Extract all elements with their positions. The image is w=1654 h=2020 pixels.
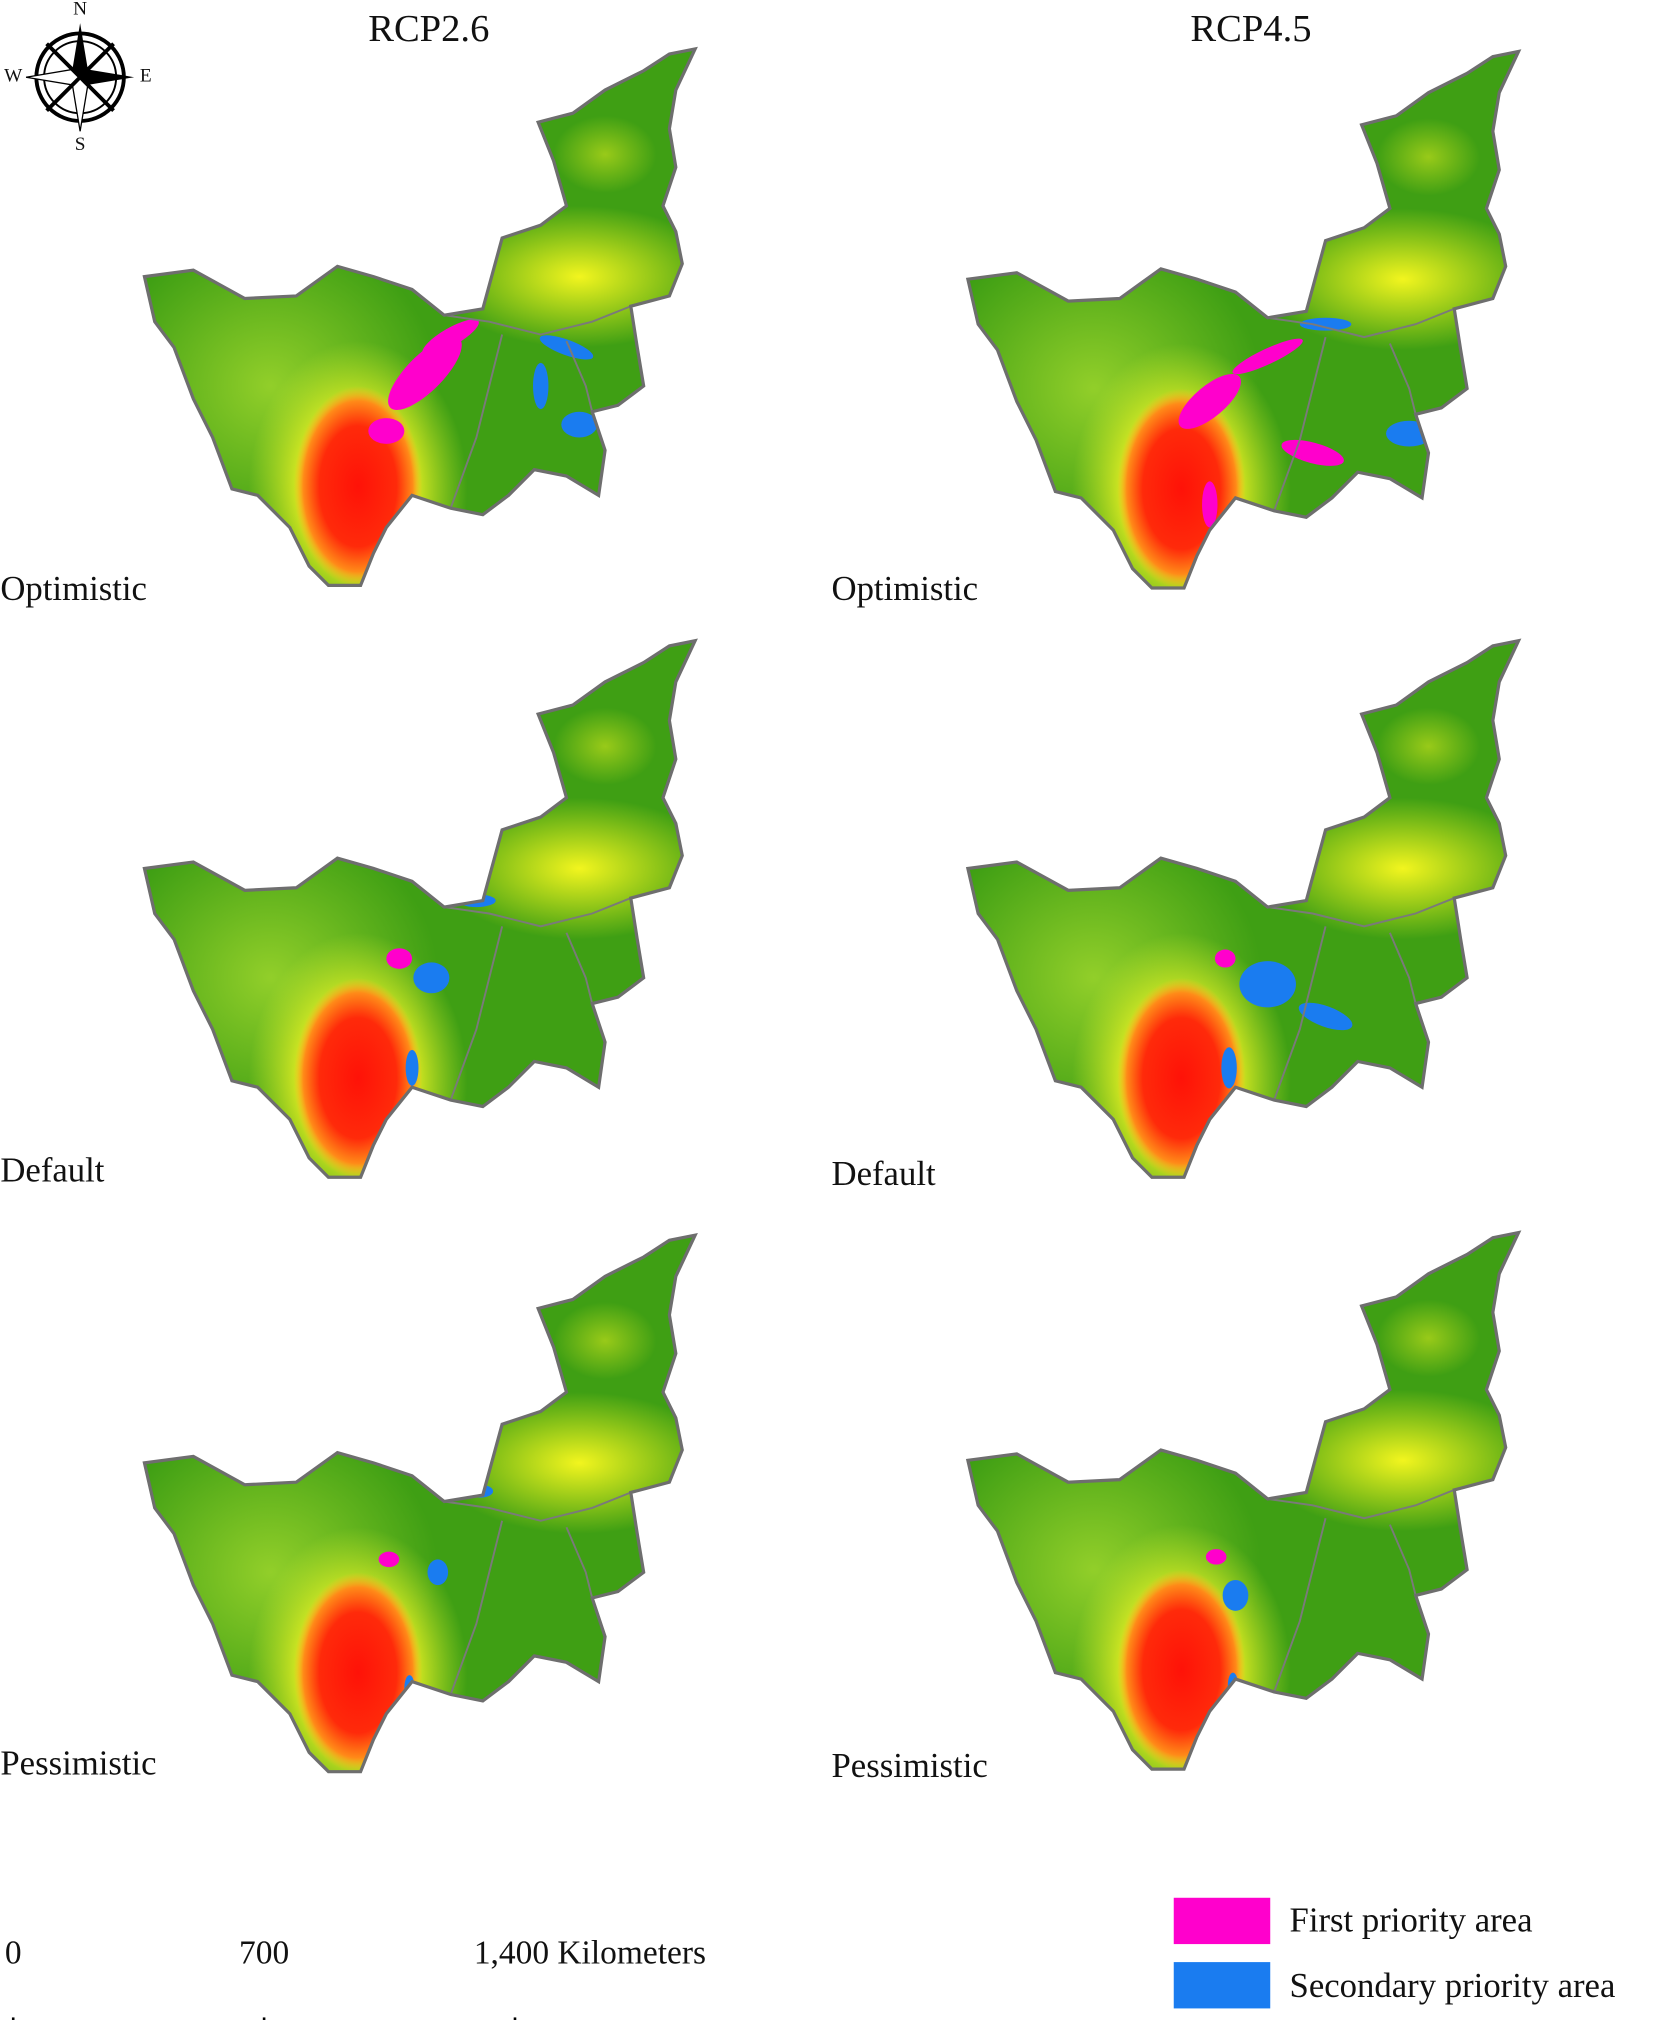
scenario-label: Optimistic bbox=[832, 569, 979, 608]
scenario-label: Optimistic bbox=[0, 569, 147, 608]
gradient bbox=[1377, 707, 1480, 785]
priority-patch bbox=[1222, 1579, 1249, 1611]
map-panel bbox=[966, 639, 1521, 1179]
priority-patch bbox=[413, 962, 450, 994]
scenario-label: Pessimistic bbox=[832, 1746, 988, 1785]
priority-patch bbox=[378, 1551, 400, 1568]
priority-patch bbox=[1214, 949, 1236, 968]
province-boundary bbox=[1267, 1489, 1455, 1520]
priority-patch bbox=[427, 1559, 449, 1586]
province-boundary bbox=[565, 932, 594, 1004]
priority-patch bbox=[388, 336, 462, 410]
compass-north: N bbox=[73, 0, 87, 20]
province-boundary bbox=[444, 305, 632, 336]
priority-patch bbox=[1205, 1549, 1227, 1565]
province-boundary bbox=[565, 340, 594, 412]
priority-patch bbox=[1178, 373, 1241, 429]
gradient bbox=[293, 385, 423, 586]
gradient bbox=[1377, 118, 1480, 196]
gradient bbox=[553, 707, 657, 785]
priority-patch bbox=[386, 948, 413, 969]
priority-patch bbox=[539, 335, 594, 360]
province-boundary bbox=[1273, 1517, 1327, 1693]
priority-patch bbox=[368, 418, 405, 444]
compass-south: S bbox=[75, 134, 86, 155]
province-boundary bbox=[1273, 336, 1327, 512]
column-header: RCP2.6 bbox=[368, 8, 489, 50]
priority-patch bbox=[1299, 317, 1352, 331]
province-boundary bbox=[1389, 932, 1417, 1004]
province-boundary bbox=[449, 1520, 504, 1695]
compass-west: W bbox=[4, 66, 23, 87]
map-panel bbox=[966, 1230, 1521, 1771]
scale-label: 700 bbox=[239, 1934, 289, 1971]
priority-patch bbox=[1239, 961, 1296, 1008]
gradient bbox=[293, 977, 423, 1178]
priority-patch bbox=[405, 1049, 419, 1086]
province-boundary bbox=[1267, 897, 1455, 928]
legend-swatch bbox=[1173, 1897, 1271, 1945]
scenario-label: Default bbox=[0, 1150, 104, 1189]
gradient bbox=[553, 1302, 657, 1380]
priority-patch bbox=[561, 411, 598, 438]
province-boundary bbox=[444, 1491, 632, 1522]
gradient bbox=[1377, 1299, 1480, 1377]
scale-label: 1,400 Kilometers bbox=[474, 1934, 706, 1971]
province-boundary bbox=[1273, 926, 1327, 1101]
compass bbox=[25, 23, 135, 132]
province-boundary bbox=[449, 926, 504, 1101]
priority-patch bbox=[1202, 481, 1218, 528]
map-panel bbox=[142, 639, 697, 1179]
scenario-label: Default bbox=[832, 1154, 936, 1193]
compass-east: E bbox=[140, 66, 152, 87]
province-boundary bbox=[1389, 343, 1417, 415]
province-boundary bbox=[565, 1526, 594, 1599]
priority-patch bbox=[1221, 1047, 1237, 1089]
legend-label: Secondary priority area bbox=[1290, 1966, 1616, 2005]
priority-patch bbox=[1298, 1002, 1353, 1031]
scale-label: 0 bbox=[5, 1934, 22, 1971]
legend-label: First priority area bbox=[1290, 1900, 1533, 1939]
gradient bbox=[553, 115, 657, 193]
map-panel bbox=[966, 49, 1521, 590]
province-boundary bbox=[1389, 1524, 1417, 1596]
priority-patch bbox=[422, 319, 479, 355]
gradient bbox=[293, 1572, 423, 1772]
column-header: RCP4.5 bbox=[1190, 8, 1311, 50]
scenario-label: Pessimistic bbox=[0, 1744, 156, 1783]
legend-swatch bbox=[1173, 1962, 1271, 2009]
province-boundary bbox=[1267, 307, 1455, 339]
priority-patch bbox=[1232, 338, 1303, 375]
province-boundary bbox=[444, 897, 632, 928]
map-panel bbox=[142, 47, 697, 588]
priority-patch bbox=[533, 362, 549, 410]
map-panels bbox=[142, 47, 1521, 1774]
map-panel bbox=[142, 1233, 697, 1774]
province-boundary bbox=[449, 334, 504, 509]
